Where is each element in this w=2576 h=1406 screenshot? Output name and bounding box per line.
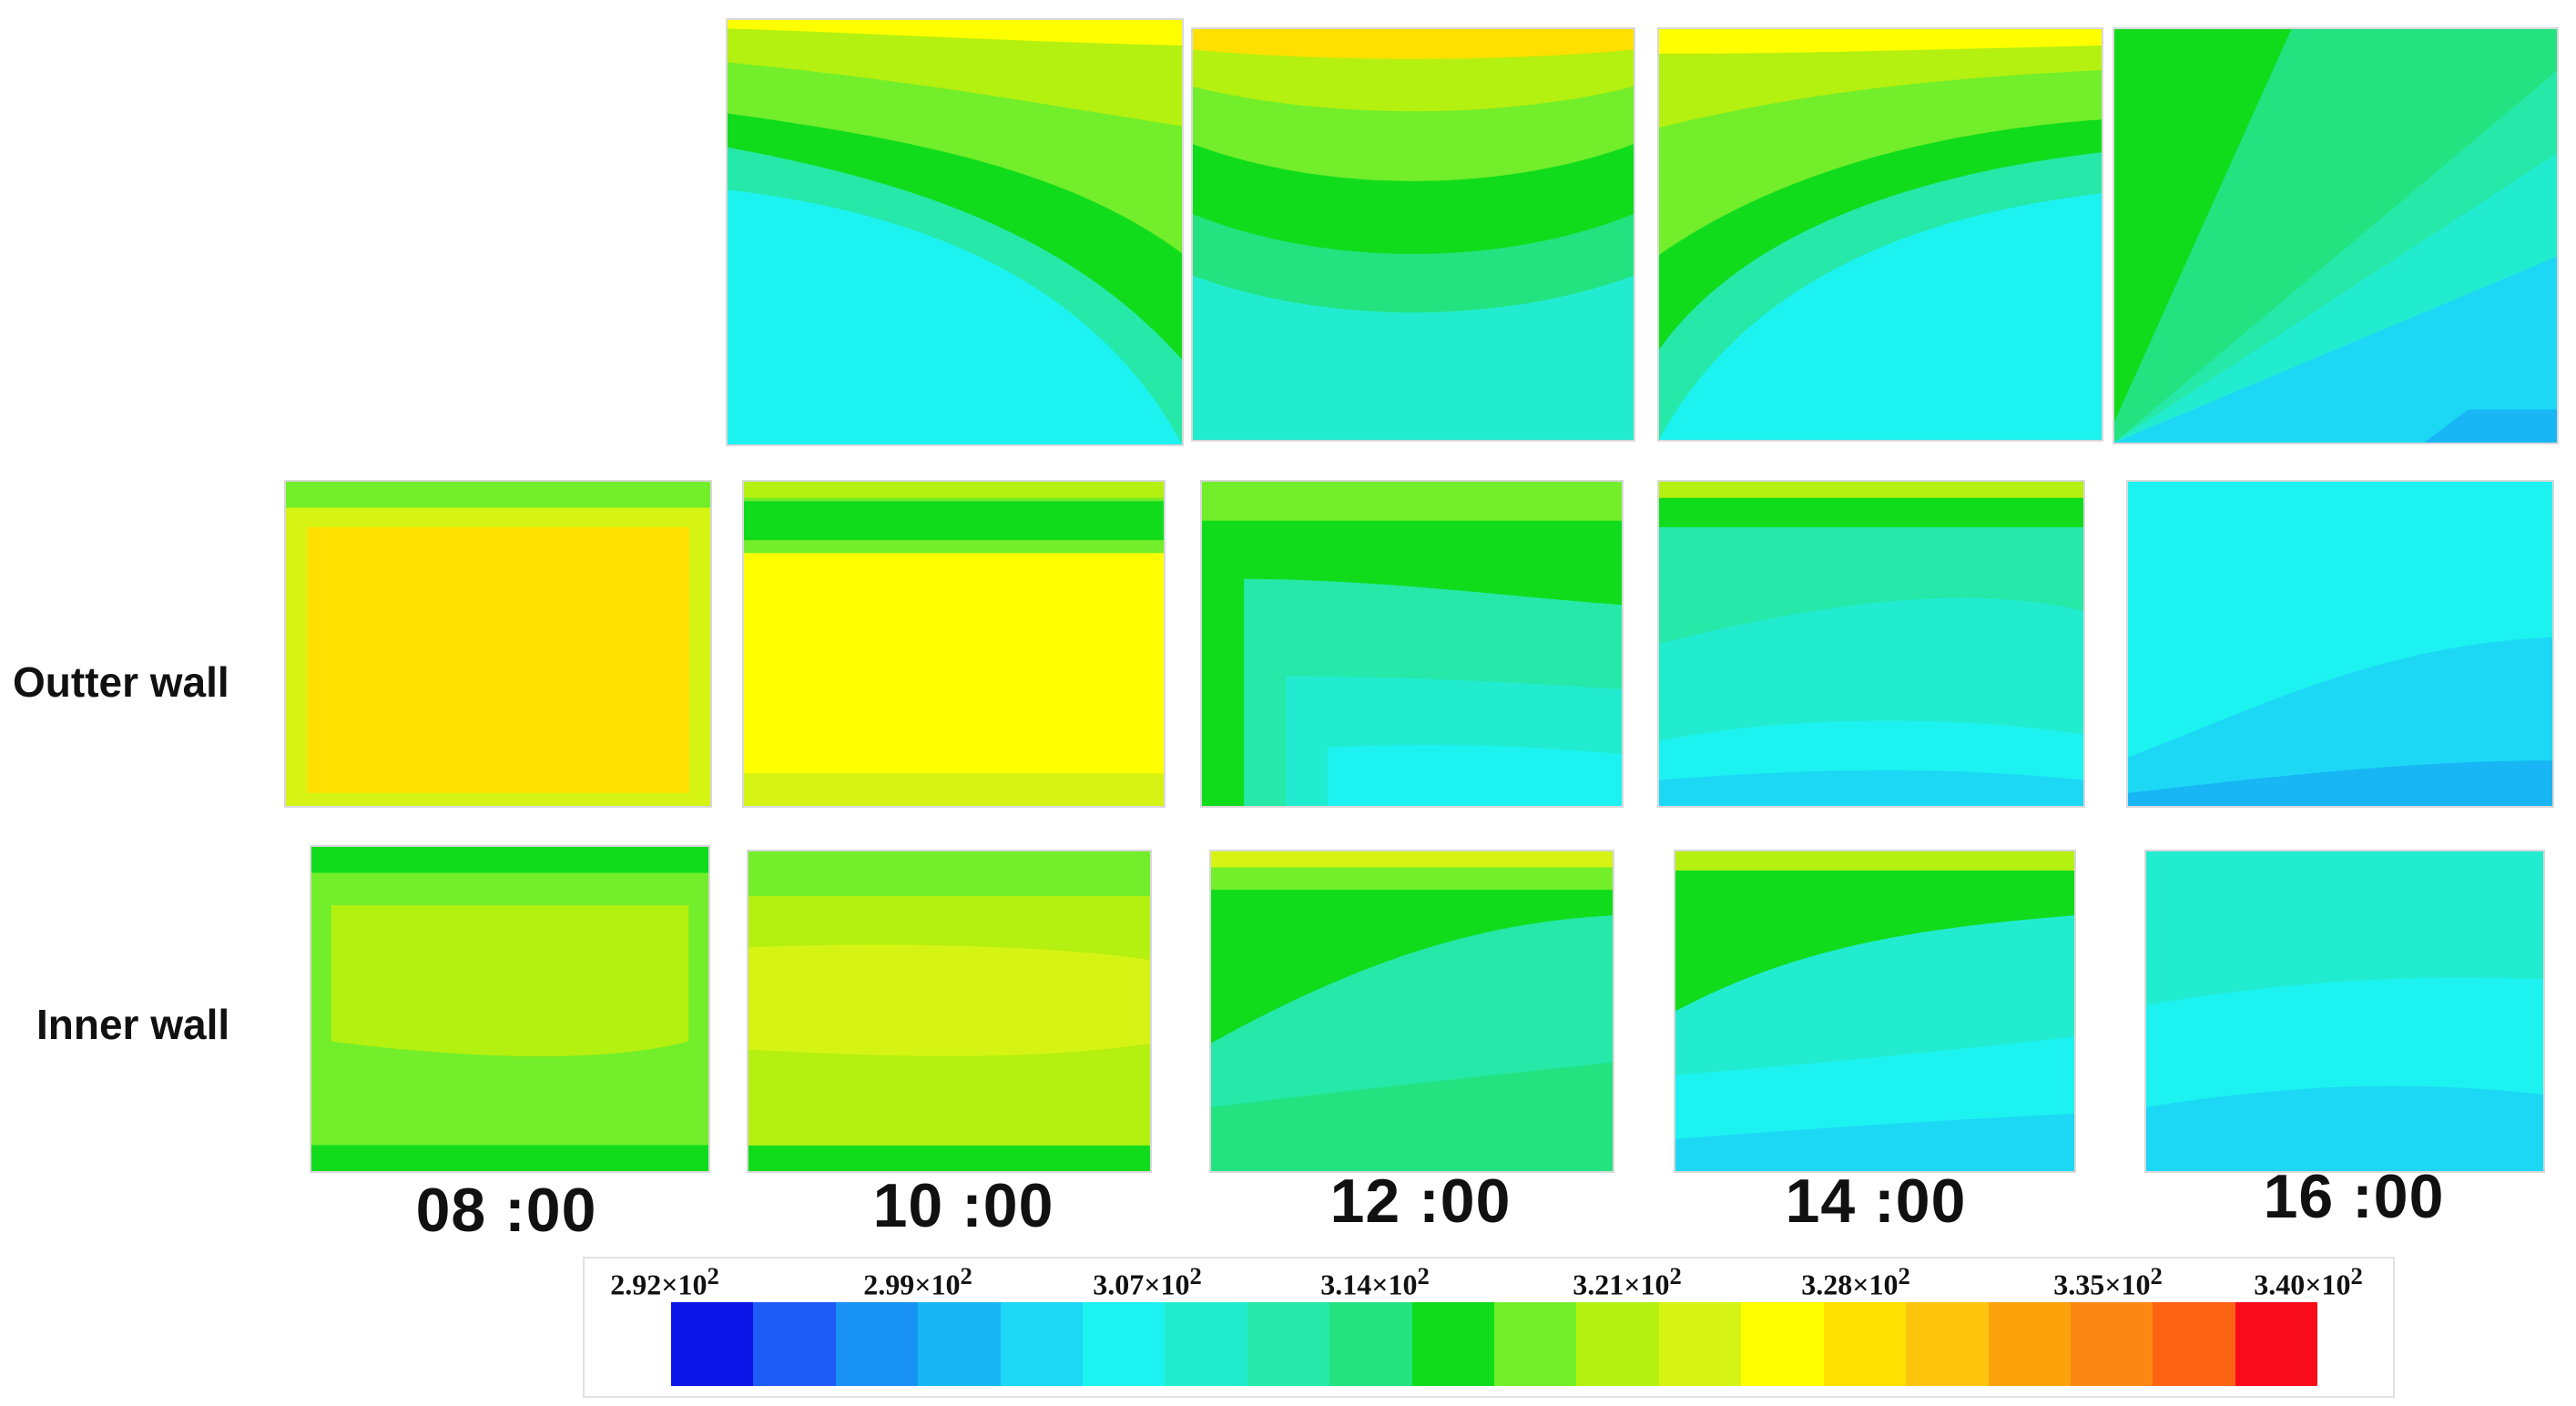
contour-band	[2424, 409, 2557, 443]
contour-plot	[286, 482, 710, 806]
time-label-1000: 10 :00	[872, 1171, 1054, 1240]
contour-plot	[1659, 29, 2102, 440]
colorbar-swatch	[1906, 1302, 1989, 1386]
contour-band	[1202, 482, 1622, 521]
contour-band	[728, 20, 1182, 46]
contour-band	[1193, 29, 1634, 59]
colorbar	[671, 1302, 2318, 1386]
time-label-1200: 12 :00	[1329, 1167, 1512, 1236]
contour-band	[1675, 851, 2074, 871]
contour-band	[286, 482, 710, 508]
contour-band	[748, 1145, 1150, 1171]
inner-wall-panel-1200	[1209, 850, 1614, 1173]
time-label-0800: 08 :00	[415, 1176, 597, 1245]
colorbar-swatch	[1988, 1302, 2071, 1386]
contour-band	[744, 482, 1164, 498]
colorbar-tick: 3.07×102	[1093, 1262, 1202, 1301]
outer-wall-panel-0800	[284, 480, 712, 808]
outer-wall-panel-1200	[1200, 480, 1624, 808]
row-label-outer-wall: Outter wall	[13, 658, 229, 706]
inner-wall-panel-1000	[747, 850, 1152, 1173]
colorbar-swatch	[1494, 1302, 1577, 1386]
row-label-inner-wall: Inner wall	[36, 1001, 230, 1048]
colorbar-tick: 3.21×102	[1573, 1262, 1682, 1301]
contour-band	[331, 905, 689, 1057]
contour-plot	[1675, 851, 2074, 1171]
contour-band	[311, 1145, 708, 1171]
inner-wall-panel-1400	[1674, 850, 2076, 1173]
contour-plot	[728, 20, 1182, 444]
colorbar-swatch	[835, 1302, 919, 1386]
colorbar-swatch	[1247, 1302, 1330, 1386]
roof-panel-1400	[2113, 27, 2559, 444]
contour-band	[311, 847, 708, 873]
colorbar-tick: 3.35×102	[2053, 1262, 2163, 1301]
contour-plot	[2114, 29, 2557, 443]
contour-plot	[1211, 851, 1613, 1171]
contour-band	[2128, 760, 2552, 806]
colorbar-tick: 3.28×102	[1801, 1262, 1910, 1301]
contour-plot	[744, 482, 1164, 806]
time-label-1600: 16 :00	[2263, 1162, 2445, 1231]
contour-band	[728, 20, 1182, 127]
contour-band	[1675, 1113, 2074, 1171]
contour-plot	[1193, 29, 1634, 440]
contour-band	[307, 526, 689, 793]
inner-wall-panel-0800	[310, 845, 710, 1173]
contour-band	[744, 482, 1164, 806]
colorbar-swatch	[1000, 1302, 1084, 1386]
contour-plot	[2146, 851, 2543, 1171]
contour-plot	[311, 847, 708, 1171]
outer-wall-panel-1000	[742, 480, 1166, 808]
colorbar-tick: 2.92×102	[610, 1262, 719, 1301]
colorbar-swatch	[753, 1302, 836, 1386]
colorbar-swatch	[1411, 1302, 1495, 1386]
contour-band	[748, 944, 1150, 1056]
colorbar-swatch	[2153, 1302, 2235, 1386]
colorbar-tick: 3.14×102	[1320, 1262, 1430, 1301]
outer-wall-panel-1600	[2126, 480, 2554, 808]
colorbar-swatch	[1083, 1302, 1166, 1386]
contour-band	[1211, 851, 1613, 868]
inner-wall-panel-1600	[2144, 850, 2545, 1173]
contour-band	[1211, 1062, 1613, 1171]
colorbar-tick: 2.99×102	[863, 1262, 972, 1301]
colorbar-swatch	[1658, 1302, 1742, 1386]
contour-band	[1328, 744, 1622, 806]
colorbar-swatch	[2070, 1302, 2153, 1386]
colorbar-tick: 3.40×102	[2254, 1262, 2363, 1301]
contour-band	[2146, 1085, 2543, 1171]
contour-band	[1659, 482, 2083, 498]
contour-plot	[748, 851, 1150, 1171]
roof-panel-1200	[1657, 27, 2103, 442]
colorbar-swatch	[1576, 1302, 1659, 1386]
contour-band	[744, 773, 1164, 806]
outer-wall-panel-1400	[1657, 480, 2085, 808]
colorbar-frame	[583, 1257, 2395, 1398]
contour-plot	[1202, 482, 1622, 806]
colorbar-swatch	[1823, 1302, 1907, 1386]
time-label-1400: 14 :00	[1785, 1167, 1967, 1236]
colorbar-swatch	[1165, 1302, 1247, 1386]
colorbar-swatch	[918, 1302, 1001, 1386]
roof-panel-0800	[726, 18, 1184, 446]
contour-band	[744, 501, 1164, 541]
contour-band	[1659, 29, 2102, 55]
colorbar-swatch	[2235, 1302, 2318, 1386]
contour-plot	[1659, 482, 2083, 806]
contour-band	[1659, 29, 2102, 128]
contour-band	[2146, 851, 2543, 1005]
colorbar-swatch	[671, 1302, 754, 1386]
colorbar-swatch	[1741, 1302, 1824, 1386]
contour-band	[1659, 769, 2083, 806]
contour-band	[1211, 851, 1613, 1044]
contour-band	[1675, 851, 2074, 1012]
contour-plot	[2128, 482, 2552, 806]
contour-band	[748, 851, 1150, 897]
colorbar-swatch	[1329, 1302, 1412, 1386]
roof-panel-1000	[1191, 27, 1635, 442]
